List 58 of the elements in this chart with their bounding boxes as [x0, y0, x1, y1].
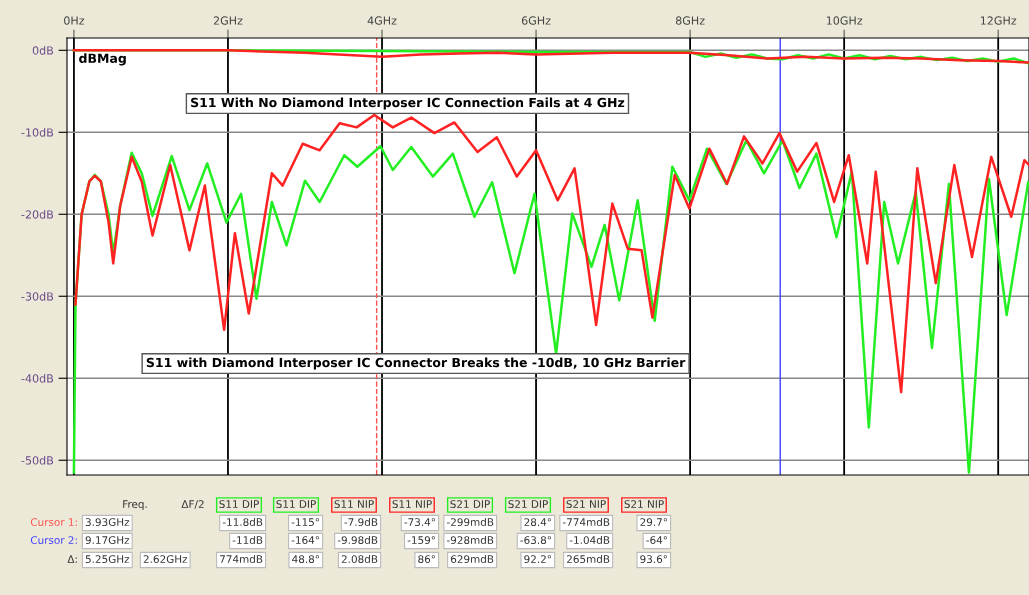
- text: Freq.: [123, 500, 147, 511]
- text: S21 NIP: [624, 500, 664, 509]
- line-series: [74, 113, 1029, 394]
- x-tick-label: 12GHz: [980, 16, 1017, 25]
- annotation: dBMag: [79, 53, 126, 66]
- text: 28.4°: [524, 518, 552, 527]
- text: 3.93GHz: [85, 518, 130, 527]
- y-tick-label: -10dB: [21, 128, 54, 137]
- x-tick-label: 0Hz: [64, 16, 85, 25]
- text: 48.8°: [292, 555, 320, 564]
- text: S11 NIP: [334, 500, 374, 509]
- text: 93.6°: [640, 555, 668, 564]
- text: -115°: [291, 518, 320, 527]
- text: -73.4°: [404, 518, 436, 527]
- y-tick-label: -20dB: [21, 210, 54, 219]
- text: S21 DIP: [508, 500, 548, 509]
- y-tick-label: 0dB: [32, 46, 54, 55]
- text: -164°: [291, 536, 320, 545]
- text: S11 NIP: [392, 500, 432, 509]
- x-tick-label: 2GHz: [213, 16, 243, 25]
- annotation: S11 With No Diamond Interposer IC Connection Fails at 4 GHz: [191, 97, 625, 110]
- text: 265mdB: [566, 554, 610, 564]
- x-tick-label: 4GHz: [367, 16, 397, 25]
- text: -11.8dB: [222, 517, 263, 527]
- y-tick-label: -40dB: [21, 374, 54, 383]
- text: -64°: [646, 536, 668, 545]
- text: 2.08dB: [341, 554, 378, 564]
- x-tick-label: 10GHz: [826, 16, 863, 25]
- text: S11 DIP: [276, 500, 316, 509]
- text: -7.9dB: [344, 517, 378, 527]
- text: 86°: [418, 555, 436, 564]
- x-tick-label: 6GHz: [521, 16, 551, 25]
- text: Cursor 2:: [30, 536, 77, 545]
- text: -9.98dB: [337, 535, 378, 545]
- text: ΔF/2: [181, 500, 204, 509]
- text: S11 DIP: [219, 500, 259, 509]
- annotation: S11 with Diamond Interposer IC Connector Breaks the -10dB, 10 GHz Barrier: [146, 357, 686, 370]
- y-tick-label: -30dB: [21, 292, 54, 301]
- text: 629mdB: [450, 554, 494, 564]
- text: -63.8°: [520, 536, 552, 545]
- y-tick-label: -50dB: [21, 456, 54, 465]
- text: 2.62GHz: [143, 555, 188, 564]
- text: Δ:: [67, 555, 77, 563]
- text: 9.17GHz: [85, 536, 130, 545]
- text: -11dB: [232, 535, 263, 545]
- text: -774mdB: [562, 517, 610, 527]
- text: 29.7°: [640, 518, 668, 527]
- text: Cursor 1:: [30, 518, 77, 527]
- text: 774mdB: [220, 554, 263, 564]
- x-tick-label: 8GHz: [675, 16, 705, 25]
- text: S21 NIP: [566, 500, 606, 509]
- text: -159°: [407, 536, 436, 545]
- text: -1.04dB: [569, 535, 610, 545]
- text: S21 DIP: [450, 500, 490, 509]
- text: 5.25GHz: [85, 555, 130, 564]
- text: -299mdB: [446, 517, 494, 527]
- text: -928mdB: [446, 535, 494, 545]
- text: 92.2°: [524, 555, 552, 564]
